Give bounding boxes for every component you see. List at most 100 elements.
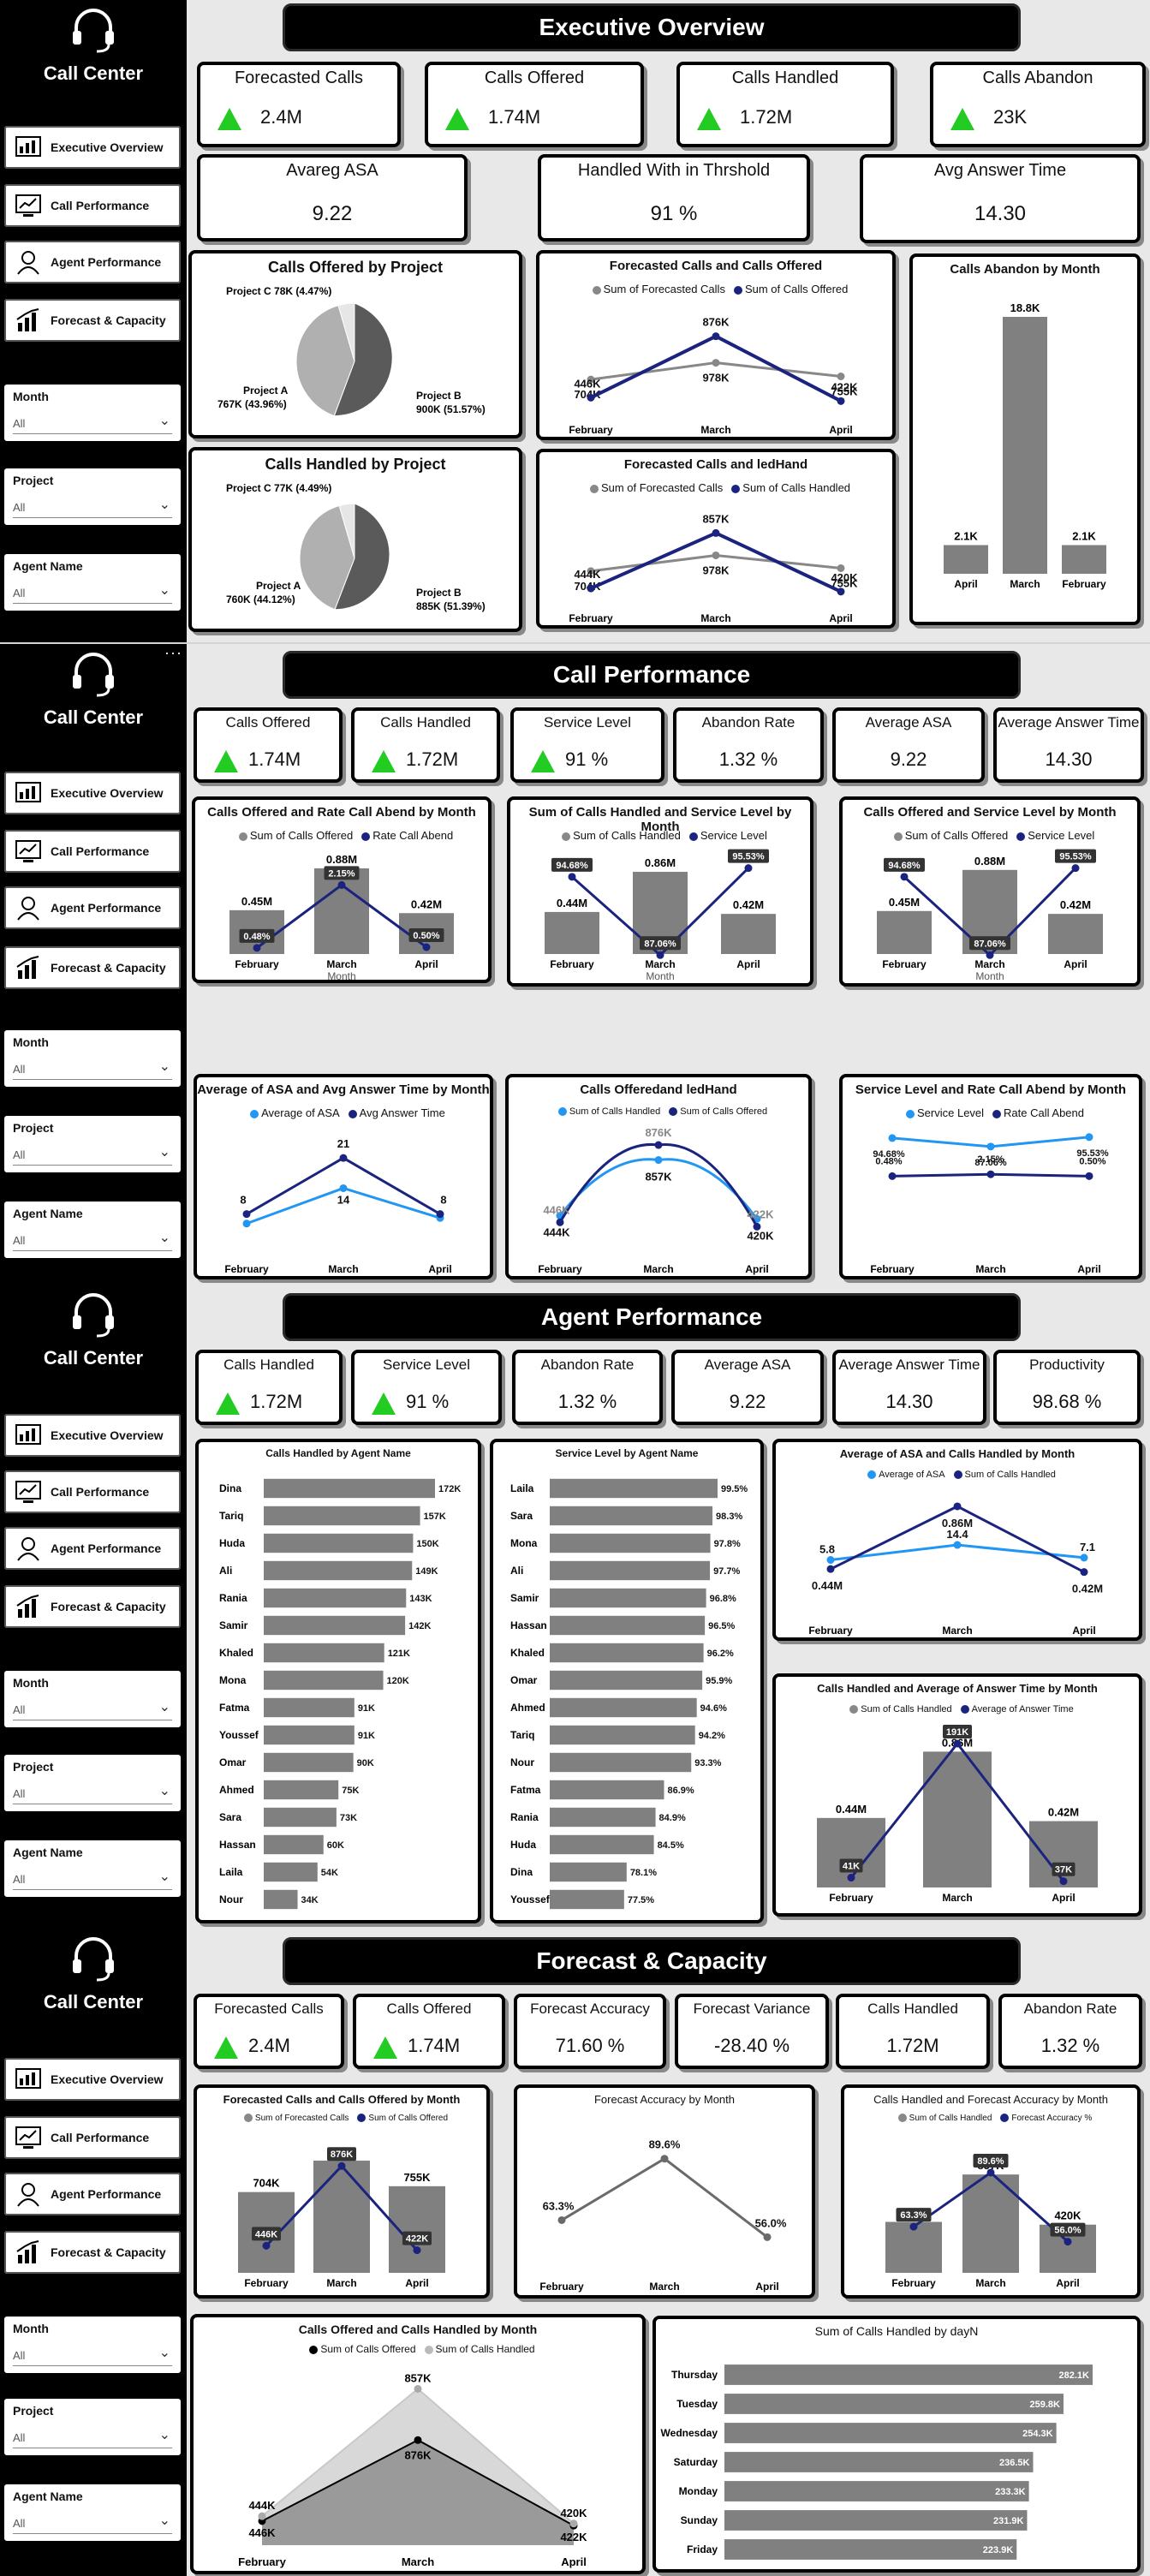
slicer-title: Project [13,474,54,487]
data-label: 857K [702,512,730,525]
nav-agent-performance[interactable]: Agent Performance [2,238,183,286]
nav-call-performance[interactable]: Call Performance [2,827,183,875]
slicer-title: Project [13,1121,54,1135]
data-point [587,375,595,384]
month-slicer[interactable]: Month All [2,1668,183,1730]
combo-chart-svg: 0.45M February 0.88M March 0.42M April Month 94… [877,849,1103,982]
dashboard-icon [15,780,42,806]
slicer-dropdown[interactable]: All [13,2344,172,2366]
data-point [753,1222,761,1231]
more-options-icon[interactable]: ··· [164,644,182,661]
data-point [436,1210,444,1219]
nav-executive-overview[interactable]: Executive Overview [2,123,183,171]
category-label: Samir [510,1592,539,1604]
nav-label: Forecast & Capacity [51,2245,166,2259]
slicer-dropdown[interactable]: All [13,581,172,604]
nav-forecast-capacity[interactable]: Forecast & Capacity [2,1583,183,1631]
kpi-value: 91 % [650,202,698,225]
kpi-value: 23K [993,106,1028,128]
data-point [1085,1133,1093,1142]
data-point [837,397,845,405]
nav-call-performance[interactable]: Call Performance [2,182,183,230]
bar [264,1834,324,1855]
kpi-value: 1.74M [488,106,541,128]
chart-legend: Service Level Rate Call Abend [843,1106,1139,1119]
kpi-label: Handled With in Thrshold [577,161,771,180]
data-point [253,944,261,952]
category-label: Sara [219,1811,241,1823]
page-title: Forecast & Capacity [283,1937,1021,1985]
x-tick-label: February [569,424,613,436]
category-label: Thursday [671,2369,718,2381]
legend-label: Rate Call Abend [1004,1106,1084,1119]
nav-agent-performance[interactable]: Agent Performance [2,884,183,932]
chart-title: Forecast Accuracy by Month [593,2093,735,2106]
slicer-dropdown[interactable]: All [13,496,172,518]
month-slicer[interactable]: Month All [2,2314,183,2376]
slicer-dropdown[interactable]: All [13,1868,172,1890]
nav-call-performance[interactable]: Call Performance [2,2114,183,2162]
kpi-calls-handled: Calls Handled 1.72M [676,62,894,147]
data-label: 94.6% [700,1703,727,1714]
slicer-dropdown[interactable]: All [13,1229,172,1251]
project-slicer[interactable]: Project All [2,2396,183,2458]
agent-performance-page: Call Center Executive Overview Call Perf… [0,1285,1150,1929]
monitor-chart-icon [15,1479,42,1505]
data-label-bg [896,2208,932,2222]
data-point [1059,1877,1068,1886]
nav-executive-overview[interactable]: Executive Overview [2,1411,183,1459]
project-slicer[interactable]: Project All [2,1752,183,1814]
agent-slicer[interactable]: Agent Name All [2,1199,183,1261]
nav-call-performance[interactable]: Call Performance [2,1468,183,1516]
project-slicer[interactable]: Project All [2,1113,183,1175]
agent-slicer[interactable]: Agent Name All [2,2482,183,2543]
chart-title: Calls Offered and Service Level by Month [863,805,1117,820]
category-label: Sara [510,1510,533,1522]
data-label: 0.86M [645,856,676,869]
chart-handled-forecast-accuracy: Calls Handled and Forecast Accuracy by M… [841,2084,1141,2299]
nav-executive-overview[interactable]: Executive Overview [2,2055,183,2103]
chart-title: Calls Handled and Average of Answer Time… [817,1682,1098,1695]
data-label: 87.06% [974,939,1006,949]
month-slicer[interactable]: Month All [2,1028,183,1089]
month-slicer[interactable]: Month All [2,382,183,444]
page-title: Call Performance [283,651,1021,699]
agent-slicer[interactable]: Agent Name All [2,1838,183,1899]
x-tick-label: March [1010,578,1040,590]
x-tick-label: February [891,2277,936,2289]
nav-executive-overview[interactable]: Executive Overview [2,769,183,817]
slicer-dropdown[interactable]: All [13,1782,172,1804]
nav-agent-performance[interactable]: Agent Performance [2,2170,183,2218]
agent-slicer[interactable]: Agent Name All [2,552,183,613]
data-point [557,2215,566,2224]
data-point [569,2519,578,2528]
slicer-dropdown[interactable]: All [13,412,172,434]
slicer-dropdown[interactable]: All [13,1698,172,1720]
category-label: Friday [687,2543,718,2555]
slicer-dropdown[interactable]: All [13,2512,172,2534]
nav-forecast-capacity[interactable]: Forecast & Capacity [2,2228,183,2276]
pie-calls-offered-by-project: Calls Offered by Project Project C 78K (… [188,250,522,438]
nav-forecast-capacity[interactable]: Forecast & Capacity [2,944,183,992]
bar [264,1862,318,1882]
slicer-dropdown[interactable]: All [13,1143,172,1166]
data-point [900,873,909,881]
data-point [837,373,845,380]
x-tick-label: April [561,2555,587,2568]
slicer-dropdown[interactable]: All [13,2426,172,2448]
project-slicer[interactable]: Project All [2,466,183,528]
data-label: 60K [327,1840,344,1851]
data-label: 84.9% [659,1813,686,1823]
data-label: 157K [424,1512,446,1522]
nav-forecast-capacity[interactable]: Forecast & Capacity [2,296,183,344]
pie-label: 885K (51.39%) [416,600,486,612]
bar [550,1862,627,1882]
data-point [339,1154,348,1162]
data-label: 0.42M [1048,1806,1079,1819]
slicer-dropdown[interactable]: All [13,1058,172,1080]
nav-agent-performance[interactable]: Agent Performance [2,1524,183,1572]
data-label: 91K [358,1703,375,1714]
kpi-value: -28.40 % [713,2035,790,2056]
category-label: Mona [219,1674,247,1686]
